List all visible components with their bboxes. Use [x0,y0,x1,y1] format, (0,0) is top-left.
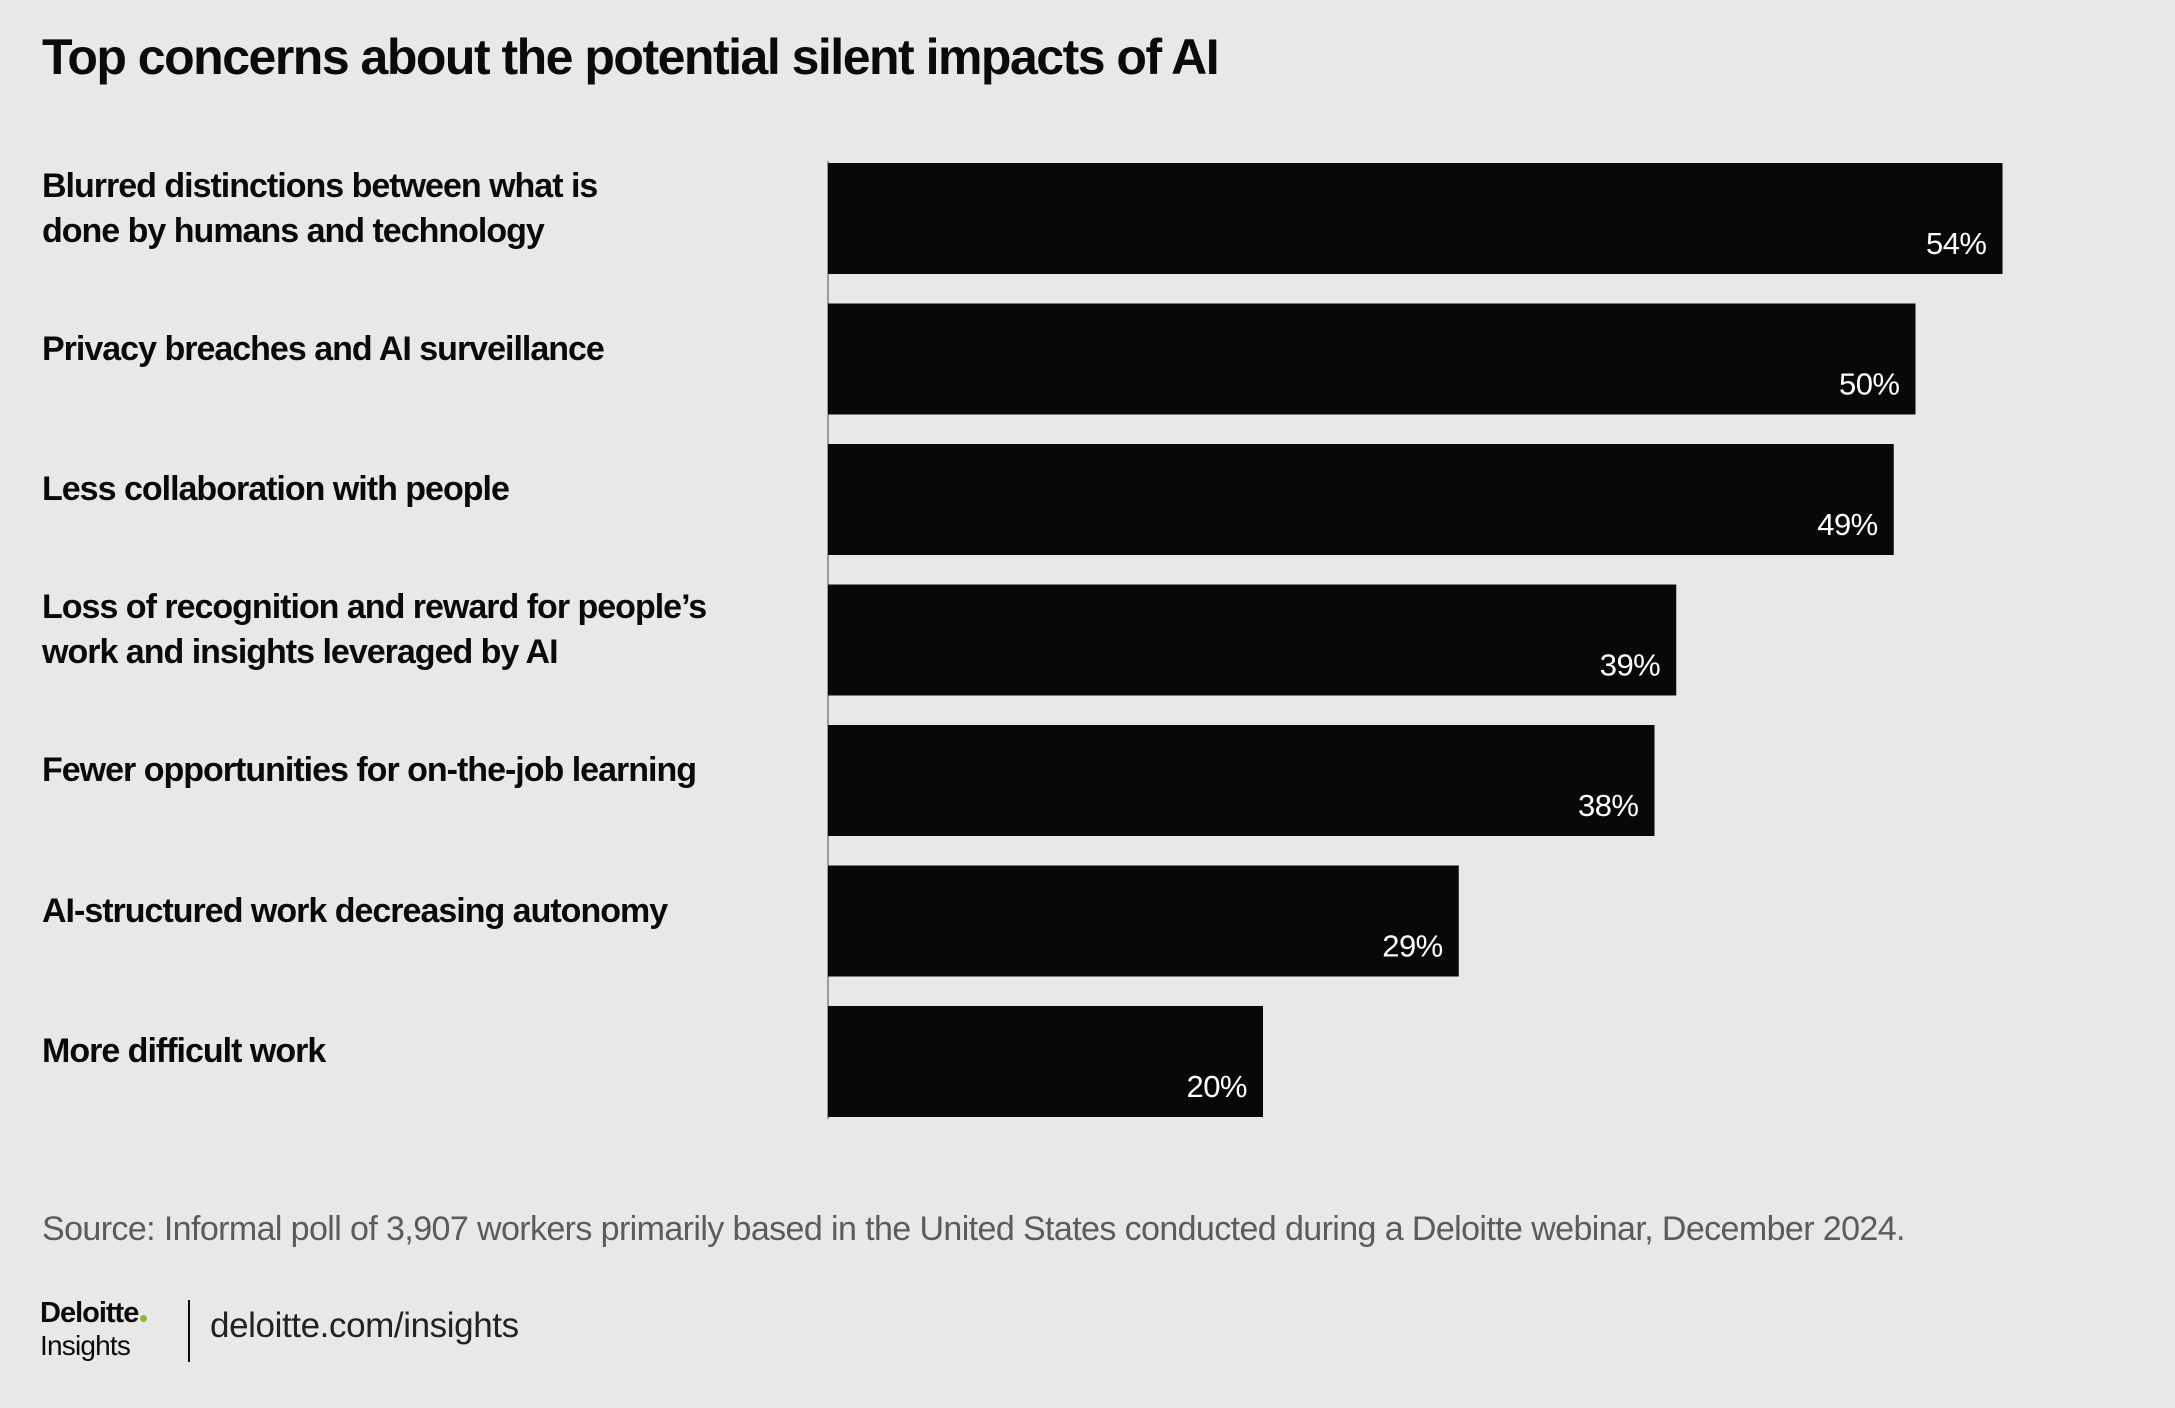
bar [828,584,1677,696]
source-note: Source: Informal poll of 3,907 workers p… [42,1210,1905,1248]
bar-value-label: 39% [1600,648,1661,683]
logo-brand-text: Deloitte [40,1297,139,1329]
bar [828,725,1655,836]
chart-title: Top concerns about the potential silent … [42,29,1220,85]
footer-divider [188,1300,190,1362]
logo-sub-text: Insights [40,1330,131,1361]
bar [828,163,2003,274]
category-label-text: More difficult work [42,1032,326,1070]
category-label: Less collaboration with people [42,444,772,535]
bar [828,303,1916,415]
bar-chart: 54% 50% 49% 39% 38% 29% 20% [827,161,2003,1119]
bar-value-label: 49% [1817,507,1878,542]
logo-dot-icon [140,1315,148,1322]
category-label: AI-structured work decreasing autonomy [42,866,772,957]
website-link[interactable]: deloitte.com/insights [210,1306,519,1345]
category-label-text: Privacy breaches and AI surveillance [42,329,605,368]
category-label: Privacy breaches and AI surveillance [42,304,772,395]
category-label: Blurred distinctions between what is done… [42,163,772,254]
bar [828,1006,1263,1117]
bar-value-label: 29% [1382,929,1443,964]
bar-value-label: 50% [1839,367,1900,402]
bar-value-label: 20% [1186,1069,1247,1104]
bar [828,444,1894,555]
category-label-text: Fewer opportunities for on-the-job learn… [42,751,697,789]
category-label: Fewer opportunities for on-the-job learn… [42,725,772,816]
category-label-text: Loss of recognition and reward for peopl… [42,588,707,671]
category-label: Loss of recognition and reward for peopl… [42,585,772,676]
bar-value-label: 38% [1578,788,1639,823]
category-label-text: Less collaboration with people [42,470,510,508]
deloitte-insights-logo: Deloitte Insights [40,1296,180,1364]
bar-value-label: 54% [1926,226,1987,261]
category-label-text: AI-structured work decreasing autonomy [42,891,668,930]
category-label-text: Blurred distinctions between what is done… [42,166,598,250]
bar [828,865,1459,977]
category-label: More difficult work [42,1006,772,1097]
